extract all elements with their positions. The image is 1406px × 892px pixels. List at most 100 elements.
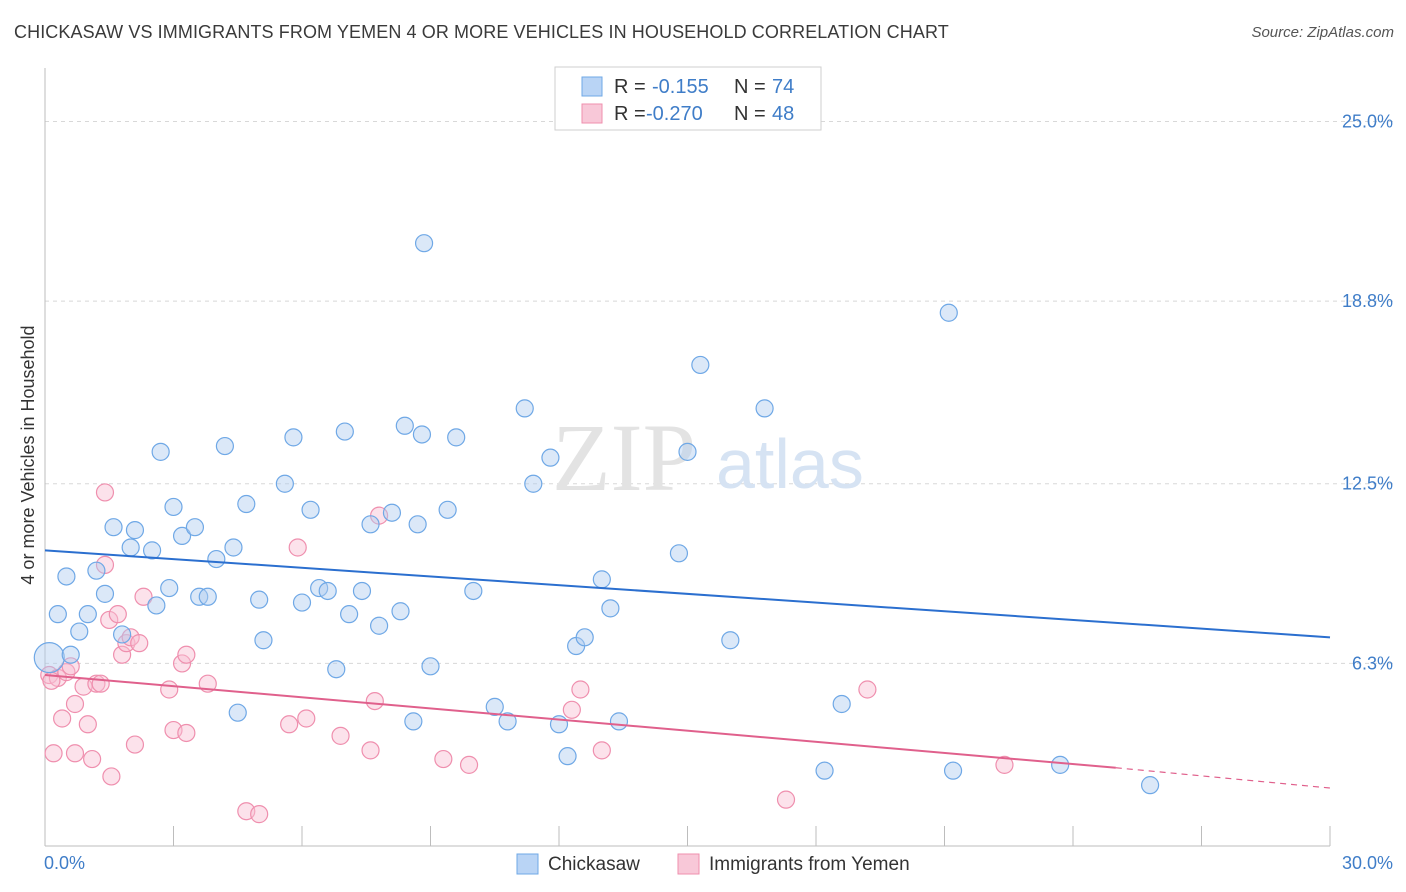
x-tick-labels: 0.0% 30.0%: [44, 853, 1393, 873]
yemen-point-41: [562, 700, 581, 719]
chickasaw-point-15: [160, 578, 179, 598]
legend-chickasaw-swatch: [516, 853, 539, 875]
chickasaw-trend-line: [44, 549, 1331, 639]
chickasaw-point-30: [292, 593, 312, 612]
chickasaw-point-41: [391, 602, 410, 621]
chickasaw-point-54: [524, 474, 543, 493]
chickasaw-point-61: [601, 599, 620, 618]
chickasaw-point-0: [33, 642, 65, 674]
watermark-zip: ZIP: [552, 404, 696, 511]
y-tick-labels: 6.3% 12.5% 18.8% 25.0%: [1342, 111, 1393, 673]
yemen-point-24: [160, 680, 179, 699]
chickasaw-point-70: [939, 303, 958, 322]
x-tick-label-0: 0.0%: [44, 853, 85, 873]
legend-chickasaw-label: Chickasaw: [548, 854, 640, 875]
legend-r-label-1: R =: [614, 76, 646, 98]
yemen-point-31: [250, 805, 269, 824]
chickasaw-point-40: [382, 503, 402, 522]
legend-r-value-2: -0.270: [646, 103, 703, 125]
chickasaw-point-2: [57, 567, 76, 586]
legend-yemen-label: Immigrants from Yemen: [709, 854, 910, 875]
chickasaw-point-64: [678, 442, 697, 461]
yemen-point-44: [776, 790, 796, 809]
yemen-point-40: [459, 755, 479, 774]
yemen-points: [40, 483, 1014, 824]
yemen-point-22: [130, 634, 149, 653]
legend-r-value-1: -0.155: [652, 76, 709, 98]
yemen-point-34: [297, 709, 316, 728]
y-tick-label-1: 12.5%: [1342, 474, 1393, 494]
yemen-point-16: [102, 767, 121, 786]
chickasaw-point-14: [151, 442, 170, 461]
yemen-point-43: [592, 741, 611, 760]
chickasaw-point-9: [112, 625, 132, 644]
yemen-point-18: [112, 645, 132, 664]
chickasaw-point-18: [185, 518, 205, 537]
yemen-point-37: [365, 691, 384, 711]
chickasaw-point-44: [408, 515, 427, 534]
chickasaw-point-72: [1051, 755, 1070, 774]
legend-n-label-1: N =: [734, 76, 766, 98]
stats-legend: R = -0.155 N = 74 R = -0.270 N = 48: [554, 66, 822, 131]
chickasaw-point-8: [104, 518, 123, 537]
chickasaw-point-13: [147, 596, 166, 615]
yemen-point-7: [65, 744, 85, 763]
chickasaw-point-11: [125, 521, 145, 540]
chickasaw-point-29: [284, 428, 303, 447]
chickasaw-point-45: [412, 425, 432, 444]
yemen-point-12: [91, 674, 110, 693]
yemen-trend-line-extension: [1115, 767, 1331, 789]
chickasaw-point-48: [438, 500, 457, 519]
chickasaw-point-71: [943, 761, 963, 780]
x-tick-label-1: 30.0%: [1342, 853, 1393, 873]
yemen-point-21: [125, 735, 145, 754]
chickasaw-point-52: [498, 712, 517, 731]
yemen-point-1: [44, 744, 63, 763]
yemen-trend-line: [44, 674, 1116, 769]
chickasaw-point-23: [224, 538, 243, 557]
watermark: ZIP atlas: [552, 404, 864, 511]
chickasaw-point-4: [70, 622, 89, 641]
yemen-point-45: [858, 680, 877, 699]
chickasaw-point-60: [592, 570, 611, 589]
chickasaw-swatch: [581, 76, 603, 97]
yemen-point-27: [177, 645, 196, 664]
chickasaw-point-49: [447, 428, 466, 447]
chickasaw-point-73: [1140, 776, 1160, 795]
chickasaw-point-6: [95, 584, 115, 603]
yemen-point-17: [108, 605, 127, 624]
chickasaw-point-25: [237, 494, 256, 514]
yemen-point-36: [361, 741, 380, 760]
chickasaw-point-26: [250, 590, 269, 609]
chickasaw-point-43: [404, 712, 423, 731]
chickasaw-point-22: [215, 436, 234, 456]
chickasaw-point-47: [414, 234, 434, 253]
yemen-point-23: [134, 587, 153, 606]
chickasaw-point-42: [395, 416, 414, 435]
chickasaw-points: [33, 234, 1160, 795]
chickasaw-point-57: [558, 747, 577, 766]
chickasaw-point-59: [575, 628, 594, 647]
chickasaw-point-28: [275, 474, 294, 493]
chickasaw-point-69: [832, 694, 851, 714]
chickasaw-point-21: [207, 549, 226, 569]
yemen-point-10: [83, 749, 102, 769]
chickasaw-point-46: [421, 657, 440, 676]
chickasaw-point-33: [318, 581, 337, 601]
legend-yemen-swatch: [677, 853, 700, 875]
source-label: Source: ZipAtlas.com: [1251, 24, 1394, 41]
y-tick-label-3: 25.0%: [1342, 111, 1393, 131]
axes: [44, 68, 1331, 847]
trend-lines: [44, 549, 1331, 789]
chickasaw-point-24: [228, 703, 247, 722]
chickasaw-point-27: [254, 631, 273, 650]
yemen-point-32: [280, 715, 299, 734]
chickasaw-point-51: [485, 697, 504, 716]
chickasaw-point-1: [48, 605, 67, 624]
yemen-point-39: [434, 749, 453, 769]
chickasaw-point-17: [172, 526, 192, 546]
yemen-point-28: [177, 723, 196, 743]
yemen-point-3: [53, 709, 72, 728]
chickasaw-point-37: [352, 581, 372, 601]
chickasaw-point-20: [198, 587, 217, 606]
